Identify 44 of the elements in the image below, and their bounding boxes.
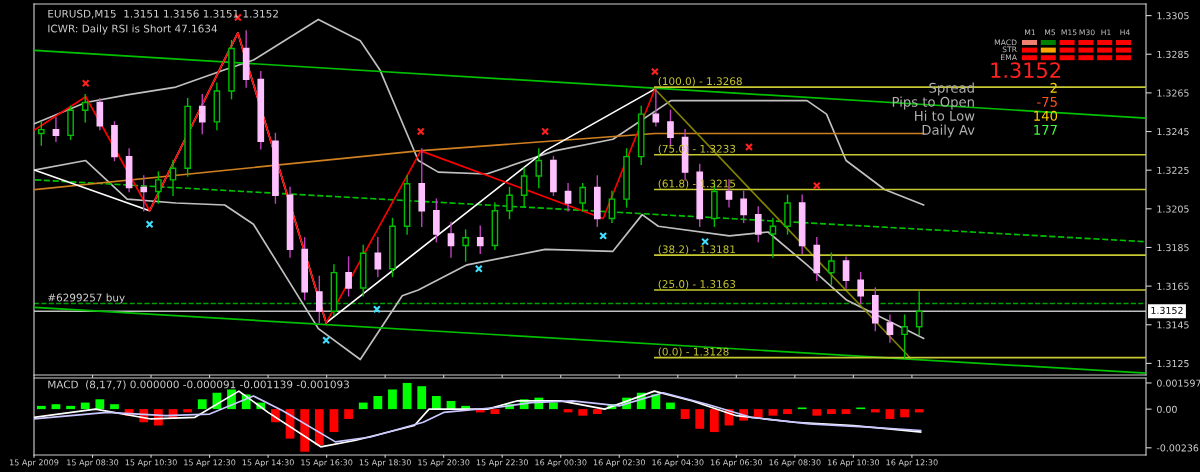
x-tick-label: 15 Apr 08:30 xyxy=(67,459,119,467)
y-tick-label: 1.3245 xyxy=(1157,128,1189,136)
y-tick-label: 1.3305 xyxy=(1157,12,1189,20)
series-label: (25.0) - 1.3163 xyxy=(658,279,736,290)
chart-title: EURUSD,M15 1.3151 1.3156 1.3151 1.3152 xyxy=(48,9,278,19)
y-tick-label: 0.001597 xyxy=(1157,379,1200,387)
series-label: (0.0) - 1.3128 xyxy=(658,347,729,357)
x-tick-label: 16 Apr 00:30 xyxy=(535,459,587,467)
annotation: 1.3152 xyxy=(991,62,1060,79)
y-tick-label: 1.3205 xyxy=(1157,205,1189,213)
x-tick-label: 15 Apr 2009 xyxy=(9,459,59,467)
annotation: 140 xyxy=(1034,110,1058,121)
y-tick-label: -0.00236 xyxy=(1156,444,1199,452)
y-tick-label: 1.3145 xyxy=(1157,321,1189,329)
y-tick-label: 0.00 xyxy=(1157,405,1177,413)
annotation: 177 xyxy=(1034,125,1057,135)
y-tick-label: 1.3285 xyxy=(1157,50,1189,58)
y-tick-label: 1.3165 xyxy=(1157,282,1189,290)
x-tick-label: 16 Apr 06:30 xyxy=(710,459,763,467)
x-tick-label: 15 Apr 16:30 xyxy=(301,459,353,467)
x-tick-label: 15 Apr 14:30 xyxy=(242,459,294,467)
x-tick-label: 16 Apr 12:30 xyxy=(886,459,938,467)
y-tick-label: 1.3265 xyxy=(1157,89,1189,97)
x-tick-label: 16 Apr 10:30 xyxy=(827,459,880,467)
x-tick-label: 16 Apr 08:30 xyxy=(769,459,821,467)
text: ICWR: Daily RSI is Short 47.1634 xyxy=(48,24,218,35)
series-label: (38.2) - 1.3181 xyxy=(658,245,735,255)
annotation: Daily Av xyxy=(922,124,975,138)
x-tick-label: 15 Apr 18:30 xyxy=(359,459,411,467)
ref-line-label: #6299257 buy xyxy=(48,293,125,304)
x-tick-label: 16 Apr 02:30 xyxy=(593,459,645,467)
x-tick-label: 15 Apr 10:30 xyxy=(125,459,177,467)
annotation: Hi to Low xyxy=(915,110,975,121)
y-tick-label: 1.3185 xyxy=(1157,244,1189,252)
y-tick-label: 1.3225 xyxy=(1157,166,1189,174)
x-tick-label: 15 Apr 12:30 xyxy=(184,459,236,467)
ref-line-label: 1.3152 xyxy=(1151,306,1183,314)
x-tick-label: 15 Apr 22:30 xyxy=(476,459,528,467)
chart-title: MACD (8,17,7) 0.000000 -0.000091 -0.001139 -0.001093 xyxy=(48,380,349,390)
y-tick-label: 1.3125 xyxy=(1157,359,1189,368)
series-label: (100.0) - 1.3268 xyxy=(658,77,742,87)
x-tick-label: 16 Apr 04:30 xyxy=(652,459,704,467)
x-tick-label: 15 Apr 20:30 xyxy=(418,459,470,467)
annotation: -75 xyxy=(1037,97,1057,107)
